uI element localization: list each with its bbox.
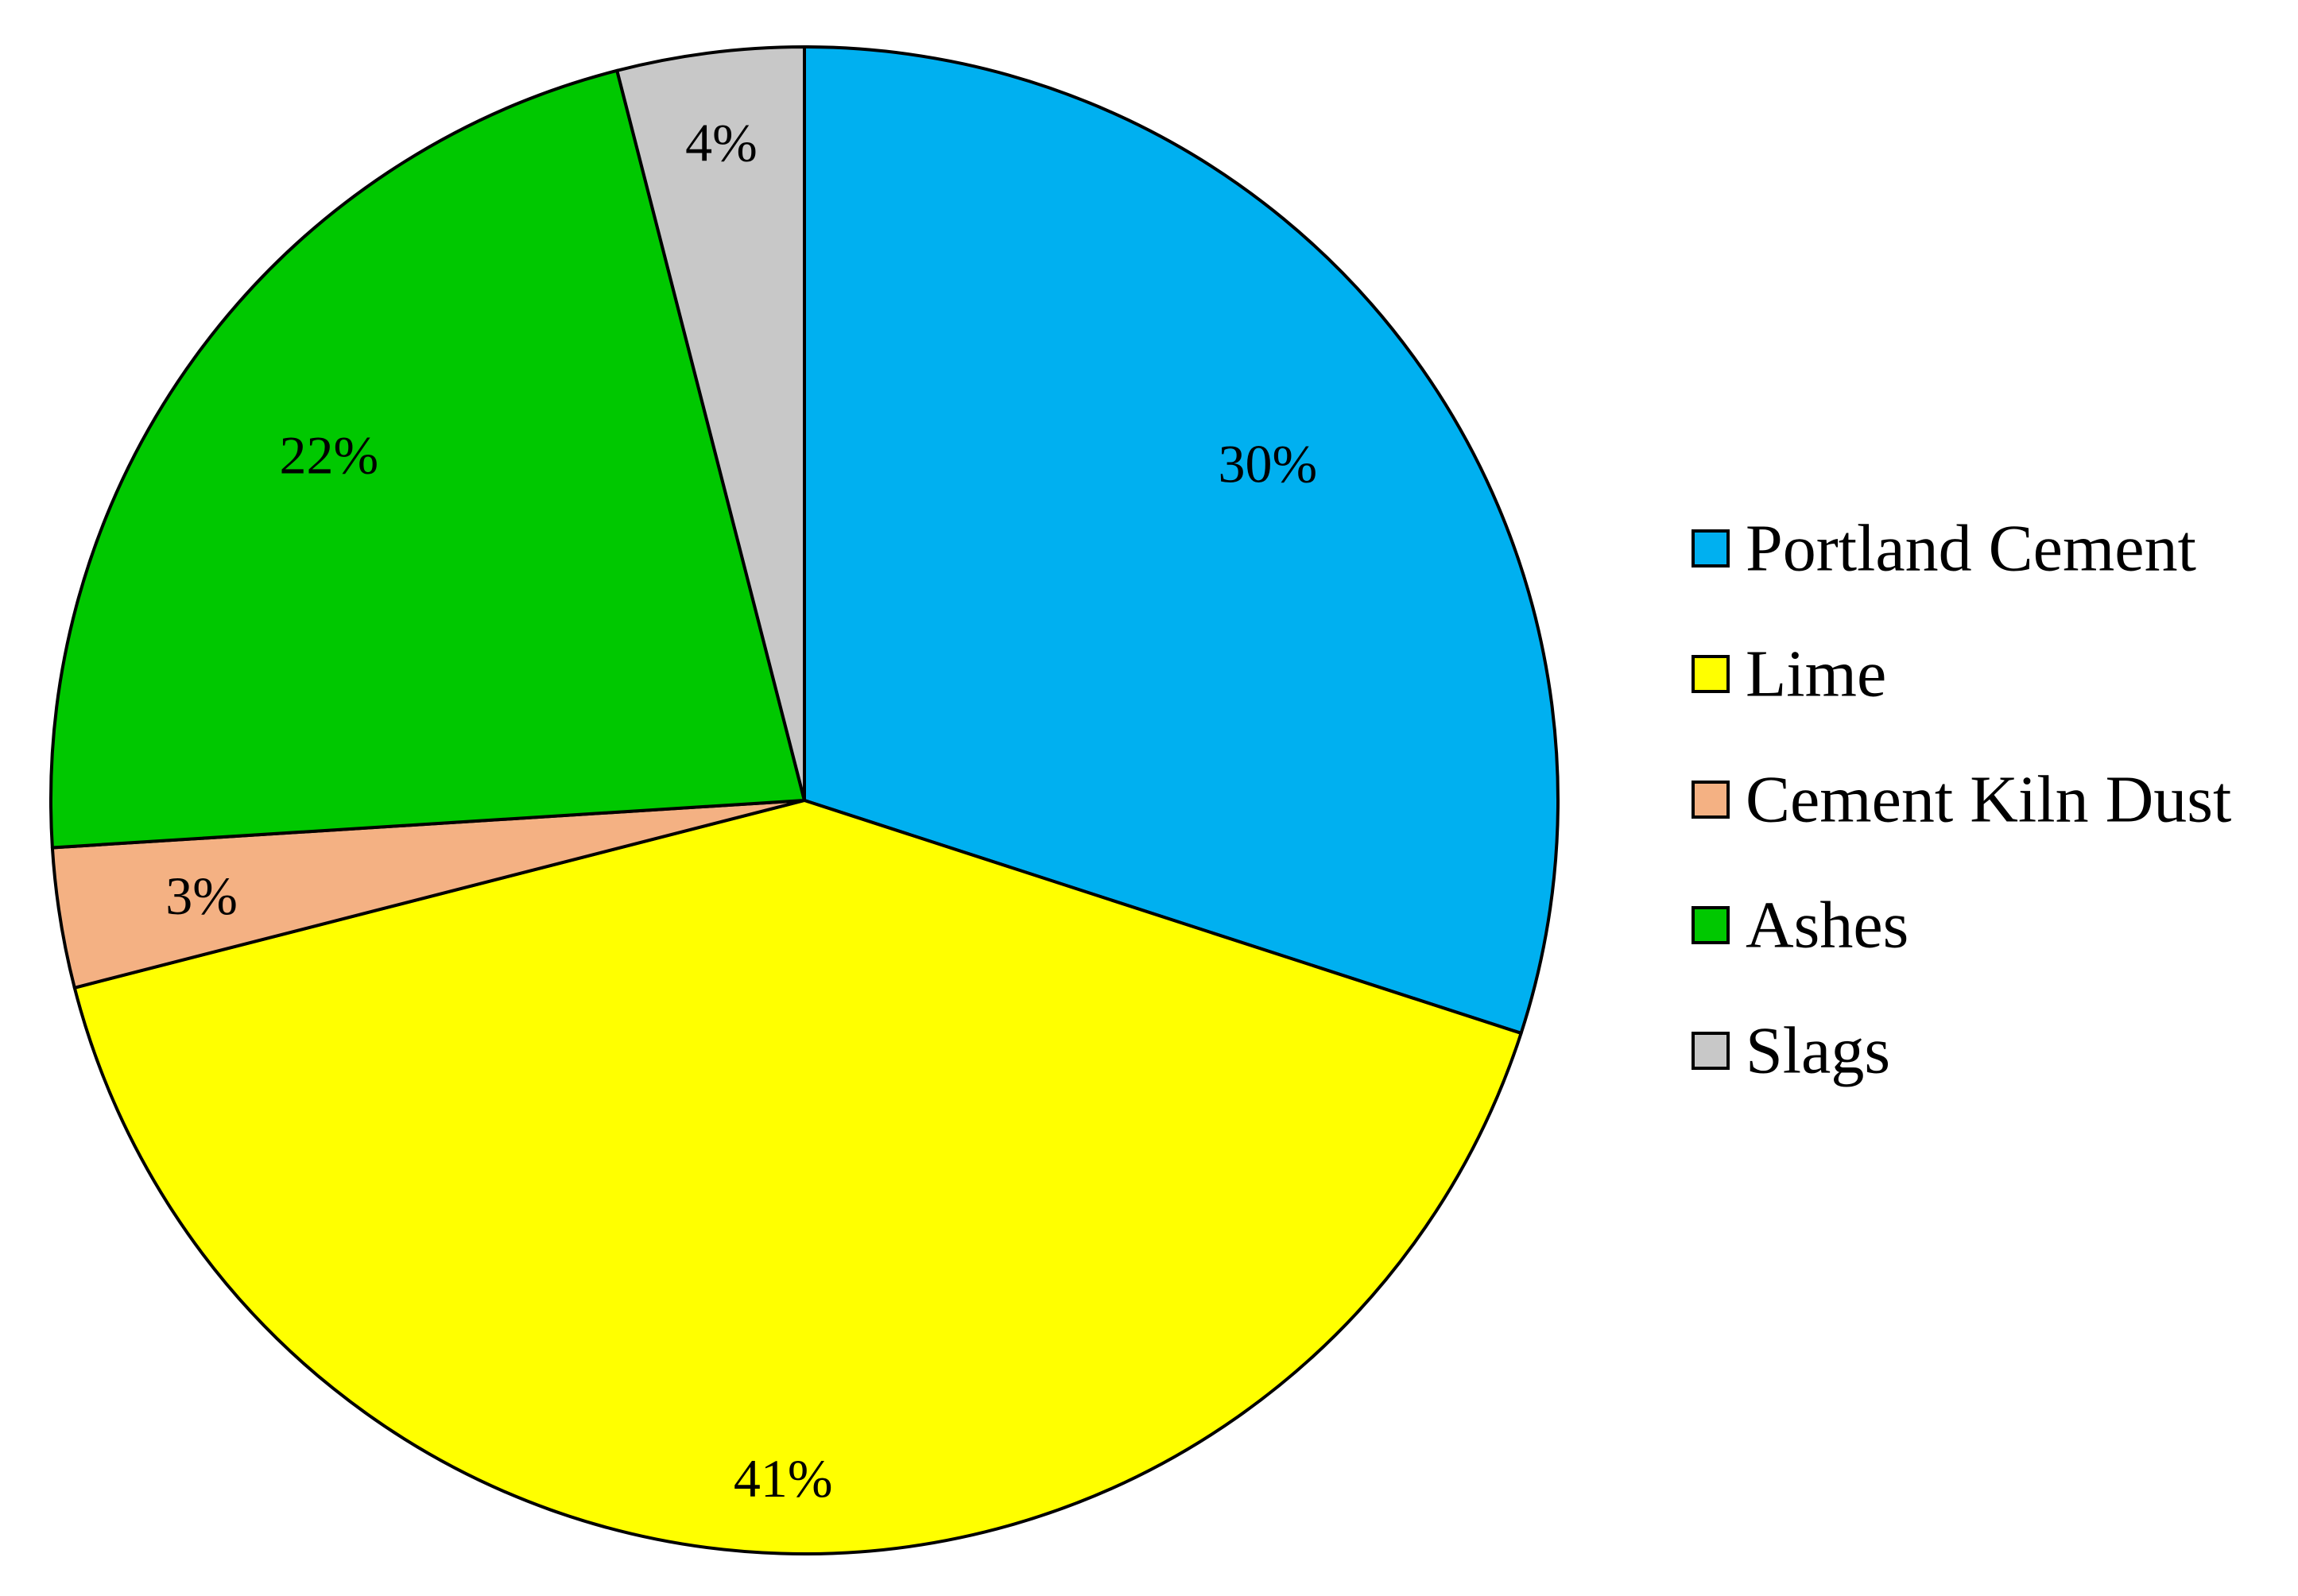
legend-label-cement-kiln-dust: Cement Kiln Dust xyxy=(1746,763,2231,837)
legend-swatch-lime xyxy=(1692,655,1730,693)
slice-lime xyxy=(72,799,1523,1555)
pie-slices xyxy=(49,45,1560,1555)
legend-item-cement-kiln-dust: Cement Kiln Dust xyxy=(1692,763,2231,837)
legend-item-ashes: Ashes xyxy=(1692,889,1909,963)
slice-label-ashes: 22% xyxy=(279,424,378,485)
slice-slags xyxy=(615,45,806,802)
legend-label-lime: Lime xyxy=(1746,637,1886,711)
legend-swatch-ashes xyxy=(1692,906,1730,944)
pie-slice-labels: 30% 41% 3% 22% 4% xyxy=(165,112,1317,1508)
slice-label-portland-cement: 30% xyxy=(1219,434,1318,494)
slice-portland-cement xyxy=(803,45,1560,1035)
slice-label-slags: 4% xyxy=(685,112,758,172)
legend-item-portland-cement: Portland Cement xyxy=(1692,512,2196,586)
legend-item-lime: Lime xyxy=(1692,637,1886,711)
slice-label-lime: 41% xyxy=(734,1448,833,1509)
legend: Portland Cement Lime Cement Kiln Dust Ashes… xyxy=(1692,512,2231,1088)
legend-label-portland-cement: Portland Cement xyxy=(1746,512,2196,586)
legend-item-slags: Slags xyxy=(1692,1014,1890,1088)
legend-swatch-portland-cement xyxy=(1692,529,1730,568)
legend-swatch-cement-kiln-dust xyxy=(1692,781,1730,819)
slice-ashes xyxy=(49,68,806,850)
slice-label-cement-kiln-dust: 3% xyxy=(165,866,238,926)
legend-label-ashes: Ashes xyxy=(1746,889,1909,963)
legend-swatch-slags xyxy=(1692,1032,1730,1070)
legend-label-slags: Slags xyxy=(1746,1014,1890,1088)
